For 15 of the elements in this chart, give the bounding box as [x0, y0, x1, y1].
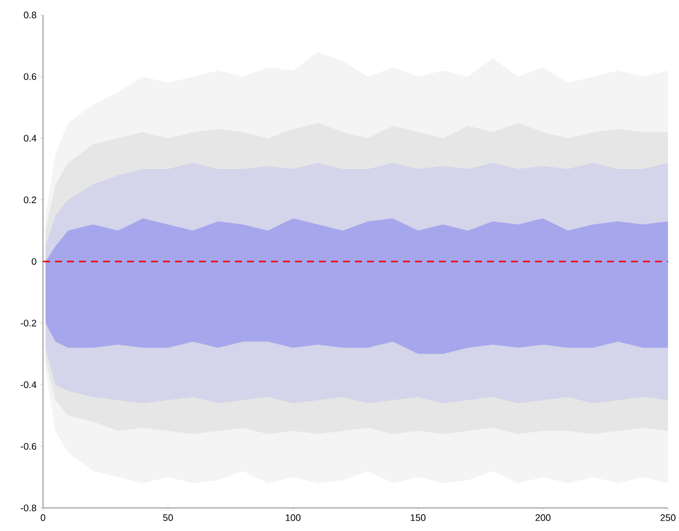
y-tick-label: 0.2 — [24, 196, 36, 204]
x-tick-label: 100 — [286, 514, 300, 522]
x-tick-label: 150 — [410, 514, 426, 522]
y-tick-label: 0.6 — [24, 73, 36, 80]
x-tick-label: 0 — [40, 514, 46, 522]
y-tick-label: -0.4 — [20, 381, 36, 388]
y-tick-label: 0.8 — [24, 12, 36, 18]
y-tick-label: -0.8 — [20, 504, 36, 512]
x-tick-label: 200 — [536, 514, 550, 522]
x-tick-label: 250 — [660, 514, 676, 522]
y-tick-label: 0.4 — [24, 134, 36, 142]
y-tick-label: -0.6 — [20, 443, 36, 450]
y-tick-label: 0 — [32, 258, 36, 265]
y-tick-label: -0.2 — [20, 320, 36, 326]
x-tick-label: 50 — [163, 514, 173, 522]
